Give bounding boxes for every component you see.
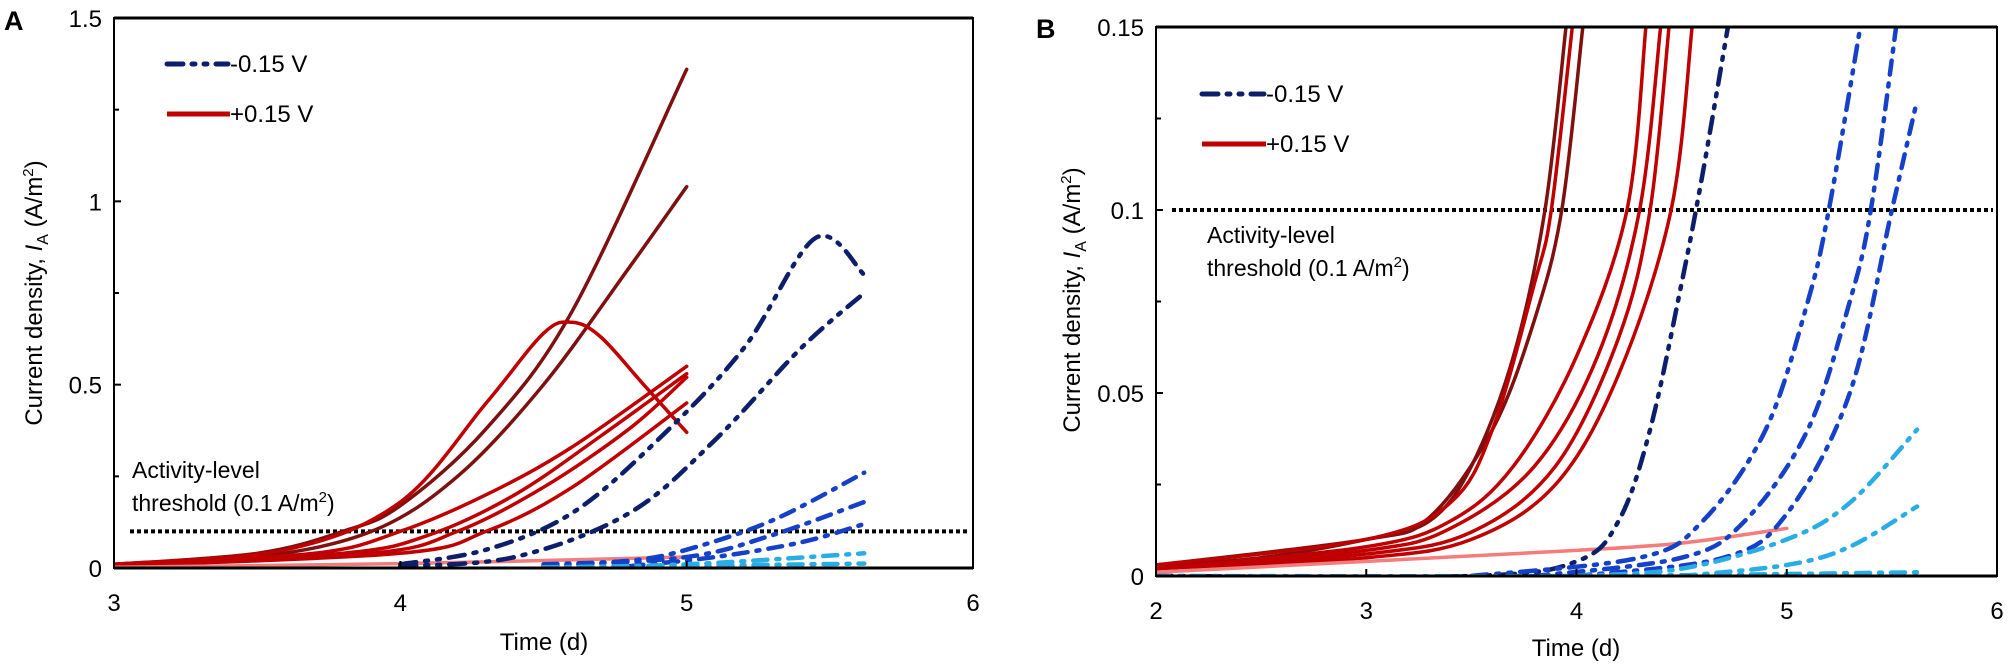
series-line-12 <box>541 499 867 568</box>
series-group <box>114 67 867 568</box>
y-tick-label: 1.5 <box>69 6 102 33</box>
x-tick-label: 6 <box>966 590 979 617</box>
series-line-7 <box>114 401 689 568</box>
y-tick-label: 0.15 <box>1097 15 1144 42</box>
x-tick-label: 3 <box>107 590 120 617</box>
series-line-10 <box>398 290 867 568</box>
series-line-9 <box>398 233 867 567</box>
legend: -0.15 V +0.15 V <box>164 51 313 128</box>
series-line-8 <box>1156 526 1789 575</box>
legend-label-negative: -0.15 V <box>230 51 307 78</box>
threshold-label-line1: Activity-level <box>132 457 260 483</box>
y-axis-title: Current density, IA (A/m2) <box>1058 167 1090 432</box>
panel-label: A <box>4 6 24 36</box>
panel-label: B <box>1036 14 1056 44</box>
series-line-10 <box>1469 27 1863 576</box>
legend-label-positive: +0.15 V <box>230 101 313 128</box>
x-tick-label: 6 <box>1990 598 2003 625</box>
panel-a: A Current density, IA (A/m2) Time (d) -0… <box>4 6 980 656</box>
x-tick-label: 2 <box>1149 598 1162 625</box>
series-line-7 <box>1156 27 1694 571</box>
y-tick-label: 0.5 <box>69 373 102 400</box>
series-line-15 <box>541 561 867 568</box>
series-line-13 <box>1574 427 1920 576</box>
x-tick-label: 5 <box>680 590 693 617</box>
x-axis-title: Time (d) <box>1532 635 1620 662</box>
x-tick-label: 5 <box>1780 598 1793 625</box>
x-tick-label: 4 <box>394 590 407 617</box>
series-line-3 <box>114 320 689 567</box>
series-line-6 <box>1156 27 1671 571</box>
series-line-3 <box>1156 27 1575 567</box>
legend-label-positive: +0.15 V <box>1266 131 1349 158</box>
y-tick-label: 0.05 <box>1097 381 1144 408</box>
y-axis-title: Current density, IA (A/m2) <box>20 160 52 425</box>
series-line-14 <box>1679 504 1920 576</box>
y-tick-label: 1 <box>89 189 102 216</box>
threshold-label-line2: threshold (0.1 A/m2) <box>1207 254 1410 281</box>
x-tick-label: 4 <box>1570 598 1583 625</box>
series-line-4 <box>1156 27 1648 571</box>
series-line-9 <box>1156 27 1731 576</box>
series-line-11 <box>1532 27 1899 576</box>
series-line-13 <box>627 521 867 568</box>
x-axis-title: Time (d) <box>500 629 588 656</box>
series-group <box>1156 27 1920 576</box>
series-line-15 <box>1156 570 1920 576</box>
y-tick-label: 0.1 <box>1111 198 1144 225</box>
panel-b: B Current density, IA (A/m2) Time (d) -0… <box>1036 14 2004 662</box>
series-line-5 <box>1156 27 1663 571</box>
threshold-label-line1: Activity-level <box>1207 222 1335 248</box>
legend-label-negative: -0.15 V <box>1266 81 1343 108</box>
y-tick-label: 0 <box>89 556 102 583</box>
y-tick-label: 0 <box>1131 564 1144 591</box>
threshold-label-line2: threshold (0.1 A/m2) <box>132 489 335 516</box>
series-line-1 <box>1156 27 1568 567</box>
legend: -0.15 V +0.15 V <box>1199 81 1349 158</box>
x-tick-label: 3 <box>1360 598 1373 625</box>
series-line-12 <box>1574 97 1920 576</box>
